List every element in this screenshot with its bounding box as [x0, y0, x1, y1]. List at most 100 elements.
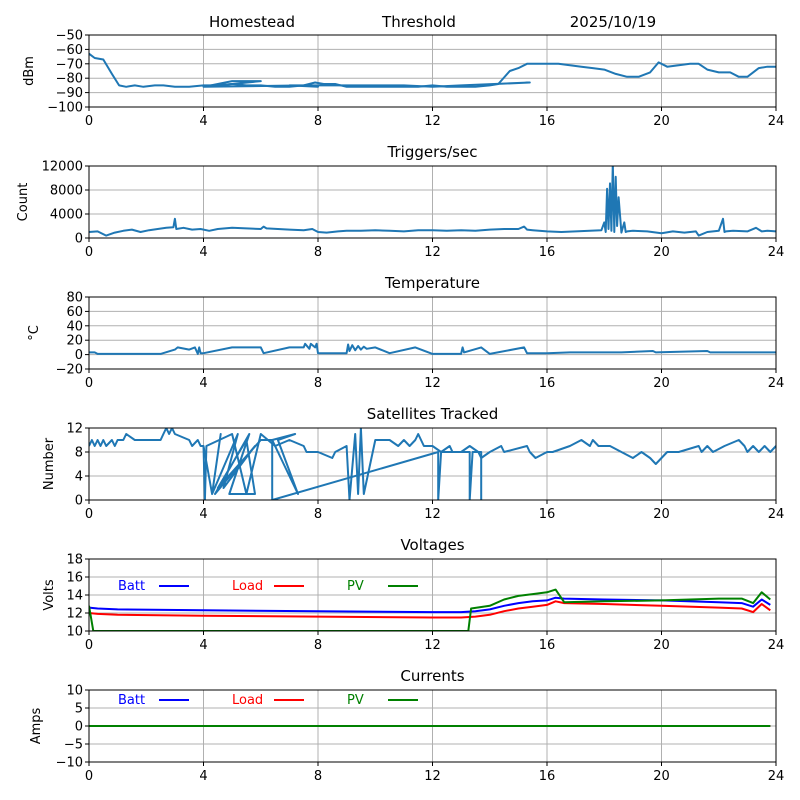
- y-tick-label: −80: [56, 72, 83, 87]
- series-line-pv: [89, 588, 771, 631]
- y-tick-label: 18: [66, 553, 83, 568]
- series-line-signal-overlap: [202, 80, 531, 88]
- y-tick-label: 12: [66, 422, 83, 437]
- series-line-load: [89, 600, 771, 619]
- y-axis-label: dBm: [22, 56, 37, 86]
- x-tick-label: 20: [653, 769, 670, 784]
- panel-triggers: 0 4 8 12 16 20 24 0 4000 8000 12000 Triggers/sec Cou…: [16, 143, 784, 260]
- y-tick-label: 0: [75, 348, 83, 363]
- y-axis-label: Number: [42, 437, 57, 490]
- x-tick-label: 8: [314, 376, 322, 391]
- y-axis-label: Volts: [42, 579, 57, 611]
- x-tick-label: 12: [424, 638, 441, 653]
- y-tick-label: 0: [75, 494, 83, 509]
- x-tick-label: 4: [199, 245, 207, 260]
- y-axis-label: °C: [27, 325, 42, 341]
- panel-satellites: 0 4 8 12 16 20 24 0 4 8 12 Satellites Tracked Number: [42, 405, 784, 522]
- panel-title: Voltages: [400, 536, 464, 554]
- header-threshold: Threshold: [381, 13, 456, 31]
- y-axis-label: Amps: [29, 707, 44, 744]
- panel-voltages: 0 4 8 12 16 20 24 10 12 14 16 18 Voltages Volts Batt Lo…: [42, 536, 784, 653]
- legend-label-batt: Batt: [118, 579, 145, 594]
- y-tick-label: 40: [66, 319, 83, 334]
- series-line-batt: [89, 596, 771, 614]
- x-tick-label: 12: [424, 376, 441, 391]
- x-tick-label: 8: [314, 507, 322, 522]
- x-tick-label: 16: [539, 769, 556, 784]
- y-tick-label: −70: [56, 57, 83, 72]
- panel-title: Temperature: [384, 274, 480, 292]
- x-tick-label: 20: [653, 114, 670, 129]
- x-tick-label: 8: [314, 114, 322, 129]
- series-line-triggers: [89, 166, 776, 237]
- x-tick-label: 16: [539, 114, 556, 129]
- x-tick-label: 24: [768, 638, 785, 653]
- y-tick-label: 80: [66, 291, 83, 306]
- y-tick-label: −60: [56, 43, 83, 58]
- x-tick-label: 24: [768, 114, 785, 129]
- x-tick-label: 0: [85, 638, 93, 653]
- x-tick-label: 4: [199, 769, 207, 784]
- x-tick-label: 24: [768, 507, 785, 522]
- x-tick-label: 0: [85, 507, 93, 522]
- x-tick-label: 16: [539, 245, 556, 260]
- x-tick-label: 20: [653, 638, 670, 653]
- y-axis-label: Count: [16, 183, 31, 222]
- y-tick-label: −90: [56, 86, 83, 101]
- y-tick-label: −20: [56, 363, 83, 378]
- x-tick-label: 16: [539, 638, 556, 653]
- header-date: 2025/10/19: [570, 13, 656, 31]
- x-tick-label: 24: [768, 769, 785, 784]
- y-tick-label: 4: [75, 470, 83, 485]
- x-tick-label: 0: [85, 245, 93, 260]
- series-line-temperature: [89, 342, 776, 355]
- panel-currents: 0 4 8 12 16 20 24 −10 −5 0 5 10 Currents Amps Batt Load…: [29, 667, 784, 784]
- y-tick-label: 12000: [42, 160, 83, 175]
- y-tick-label: 5: [75, 702, 83, 717]
- x-tick-label: 20: [653, 245, 670, 260]
- x-tick-label: 8: [314, 638, 322, 653]
- y-tick-label: −50: [56, 29, 83, 44]
- y-tick-label: 16: [66, 571, 83, 586]
- y-tick-label: 0: [75, 232, 83, 247]
- y-tick-label: 14: [66, 589, 83, 604]
- x-tick-label: 16: [539, 507, 556, 522]
- x-tick-label: 24: [768, 376, 785, 391]
- series-line-satellites: [89, 428, 776, 500]
- legend-label-load: Load: [232, 579, 263, 594]
- y-tick-label: 4000: [50, 208, 83, 223]
- y-tick-label: −5: [64, 738, 83, 753]
- x-tick-label: 20: [653, 507, 670, 522]
- y-tick-label: 12: [66, 607, 83, 622]
- x-tick-label: 8: [314, 245, 322, 260]
- y-tick-label: −100: [47, 101, 83, 116]
- panel-signal: 0 4 8 12 16 20 24 −100−90−80−70−60−50 dBm: [22, 29, 784, 130]
- x-tick-label: 4: [199, 114, 207, 129]
- x-tick-label: 12: [424, 507, 441, 522]
- legend-label-load: Load: [232, 693, 263, 708]
- y-tick-label: 60: [66, 305, 83, 320]
- legend-label-batt: Batt: [118, 693, 145, 708]
- panel-title: Currents: [400, 667, 464, 685]
- x-tick-label: 16: [539, 376, 556, 391]
- x-tick-label: 12: [424, 114, 441, 129]
- legend-label-pv: PV: [347, 693, 364, 708]
- x-tick-label: 20: [653, 376, 670, 391]
- x-tick-label: 12: [424, 245, 441, 260]
- y-tick-label: 10: [66, 625, 83, 640]
- y-tick-label: 8000: [50, 184, 83, 199]
- y-tick-label: −10: [56, 756, 83, 771]
- x-tick-label: 8: [314, 769, 322, 784]
- x-tick-label: 0: [85, 376, 93, 391]
- x-tick-label: 4: [199, 507, 207, 522]
- x-tick-label: 4: [199, 638, 207, 653]
- y-tick-label: 0: [75, 720, 83, 735]
- x-tick-label: 0: [85, 114, 93, 129]
- legend-label-pv: PV: [347, 579, 364, 594]
- y-tick-label: 8: [75, 446, 83, 461]
- series-line-satellites-overlap: [202, 433, 483, 500]
- y-tick-label: 10: [66, 684, 83, 699]
- x-tick-label: 12: [424, 769, 441, 784]
